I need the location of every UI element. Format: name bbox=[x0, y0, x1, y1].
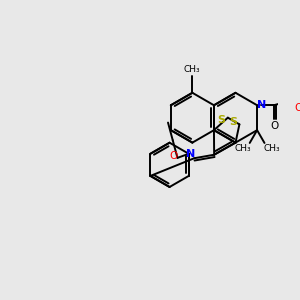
Text: N: N bbox=[257, 100, 266, 110]
Text: N: N bbox=[186, 148, 195, 159]
Text: O: O bbox=[170, 151, 178, 161]
Text: CH₃: CH₃ bbox=[263, 144, 280, 153]
Text: O: O bbox=[271, 121, 279, 130]
Text: S: S bbox=[229, 118, 237, 128]
Text: CH₃: CH₃ bbox=[234, 144, 250, 153]
Text: O: O bbox=[295, 103, 300, 113]
Text: CH₃: CH₃ bbox=[183, 65, 200, 74]
Text: S: S bbox=[218, 115, 225, 124]
